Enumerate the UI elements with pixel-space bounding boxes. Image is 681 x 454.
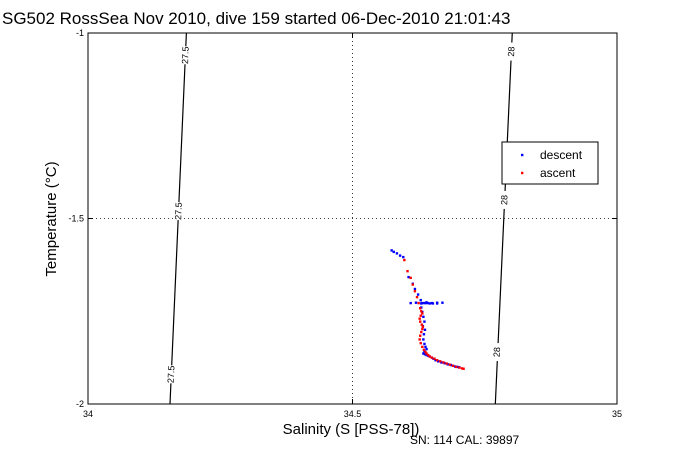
ascent-point (424, 350, 427, 354)
ascent-point (413, 290, 417, 293)
contour-label-bg (499, 190, 509, 209)
legend-marker-descent (521, 153, 524, 157)
x-tick-label: 35 (612, 409, 622, 419)
descent-point (424, 345, 427, 349)
ascent-point (458, 366, 461, 369)
ascent-point (403, 258, 406, 262)
ascent-point (418, 338, 421, 341)
contour-label: 28 (492, 347, 502, 357)
contour-label: 27.5 (166, 365, 177, 383)
legend-entry-descent: descent (540, 148, 583, 162)
contour-label: 28 (499, 195, 509, 205)
descent-point (413, 287, 417, 291)
ascent-point (435, 359, 439, 362)
legend-marker-ascent (521, 171, 524, 175)
contour-label: 27.5 (180, 46, 191, 64)
descent-point (423, 353, 427, 356)
ascent-point (418, 317, 421, 320)
y-tick-label: -1 (76, 28, 84, 38)
ascent-point (421, 312, 424, 315)
y-axis-label: Temperature (°C) (43, 161, 60, 276)
descent-point (423, 342, 426, 346)
descent-point (422, 333, 426, 336)
ascent-point (462, 367, 465, 370)
ascent-point (421, 345, 424, 349)
ascent-point (406, 269, 409, 273)
descent-point (430, 301, 434, 305)
ascent-point (445, 362, 448, 365)
ascent-point (433, 357, 436, 360)
ascent-point (426, 353, 430, 357)
descent-point (422, 338, 425, 341)
legend-entry-ascent: ascent (540, 166, 576, 180)
descent-point (425, 347, 428, 351)
x-tick-label: 34.5 (344, 409, 362, 419)
contour-label: 28 (506, 46, 516, 56)
ascent-point (420, 323, 423, 326)
ascent-point (419, 320, 422, 323)
serial-calibration-text: SN: 114 CAL: 39897 (410, 433, 520, 447)
descent-point (425, 301, 428, 304)
descent-point (422, 315, 425, 319)
descent-point (407, 275, 410, 279)
descent-point (428, 302, 431, 305)
ascent-point (419, 341, 422, 345)
ascent-point (425, 352, 428, 355)
descent-point (423, 320, 426, 323)
descent-point (420, 302, 423, 305)
contour-label-bg (173, 202, 183, 221)
descent-point (392, 250, 395, 254)
ascent-point (419, 314, 422, 317)
contour-label-bg (166, 365, 176, 384)
ascent-point (439, 360, 442, 363)
ascent-point (420, 330, 423, 334)
ascent-point (421, 325, 425, 329)
contour-label-bg (506, 42, 516, 61)
ascent-point (428, 355, 431, 358)
ascent-point (421, 327, 424, 331)
descent-point (402, 255, 405, 259)
descent-point (422, 301, 426, 305)
contour-label-bg (180, 46, 190, 65)
ascent-point (451, 364, 455, 367)
chart-title: SG502 RossSea Nov 2010, dive 159 started… (2, 9, 510, 28)
ascent-point (460, 367, 464, 370)
ascent-point (430, 356, 434, 359)
descent-point (398, 254, 402, 257)
ascent-point (420, 310, 423, 313)
contour-label: 27.5 (173, 202, 184, 220)
ascent-point (422, 348, 426, 352)
y-tick-label: -2 (76, 399, 84, 409)
x-tick-label: 34 (83, 409, 93, 419)
ascent-point (409, 276, 412, 280)
descent-point (409, 301, 412, 305)
ascent-point (417, 301, 420, 305)
contour-label-bg (492, 343, 502, 362)
ascent-point (454, 365, 458, 369)
descent-point (419, 298, 422, 302)
ascent-point (419, 334, 422, 337)
ascent-point (411, 283, 415, 286)
descent-point (435, 301, 439, 304)
descent-point (425, 353, 428, 357)
y-tick-label: -1.5 (68, 214, 84, 224)
legend-box (501, 141, 599, 185)
density-contour-line (494, 32, 513, 405)
descent-point (441, 301, 444, 304)
ascent-point (419, 307, 422, 310)
descent-point (422, 352, 425, 355)
ascent-point (442, 361, 445, 364)
ascent-point (448, 363, 452, 366)
plot-area: 34 34.5 35 -2 -1.5 -1 27.5 27.5 27.5 28 28 28 descen… (68, 28, 622, 419)
descent-point (395, 252, 399, 255)
descent-point (416, 293, 420, 296)
ascent-point (415, 295, 419, 299)
x-axis-label: Salinity (S [PSS-78]) (283, 421, 420, 438)
descent-point (423, 328, 427, 331)
descent-point (390, 249, 393, 252)
descent-point (414, 301, 418, 304)
descent-point (434, 359, 437, 362)
